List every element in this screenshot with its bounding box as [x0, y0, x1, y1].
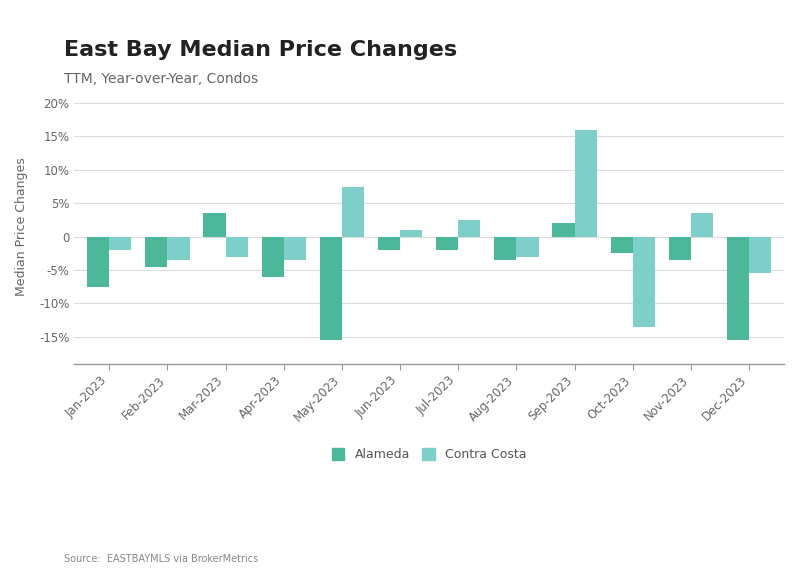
Text: Source:  EASTBAYMLS via BrokerMetrics: Source: EASTBAYMLS via BrokerMetrics — [64, 554, 258, 564]
Bar — [342, 186, 364, 237]
Bar — [633, 237, 655, 327]
Bar — [552, 223, 574, 237]
Bar — [669, 237, 691, 260]
Bar — [168, 237, 189, 260]
Y-axis label: Median Price Changes: Median Price Changes — [15, 157, 28, 296]
Bar — [225, 237, 248, 256]
Bar — [261, 237, 284, 277]
Text: TTM, Year-over-Year, Condos: TTM, Year-over-Year, Condos — [64, 72, 258, 86]
Bar — [516, 237, 539, 256]
Bar — [610, 237, 633, 254]
Bar — [87, 237, 109, 287]
Bar — [400, 230, 422, 237]
Bar — [691, 213, 713, 237]
Bar — [749, 237, 771, 273]
Bar — [436, 237, 459, 250]
Legend: Alameda, Contra Costa: Alameda, Contra Costa — [332, 448, 527, 461]
Bar — [145, 237, 168, 267]
Bar — [727, 237, 749, 340]
Bar — [378, 237, 400, 250]
Bar — [459, 220, 480, 237]
Bar — [574, 130, 597, 237]
Bar — [495, 237, 516, 260]
Bar — [320, 237, 342, 340]
Bar — [204, 213, 225, 237]
Text: East Bay Median Price Changes: East Bay Median Price Changes — [64, 40, 457, 60]
Bar — [109, 237, 131, 250]
Bar — [284, 237, 306, 260]
